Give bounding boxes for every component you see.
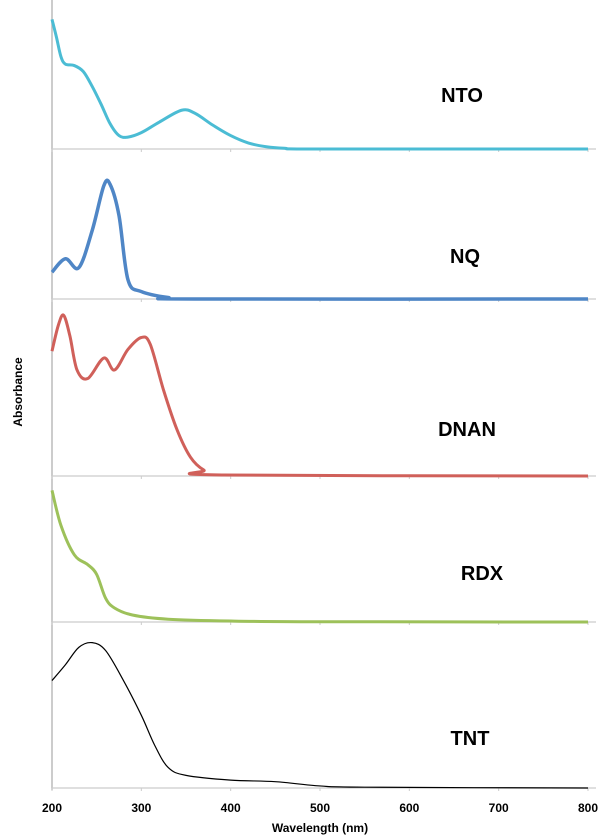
x-axis-label: Wavelength (nm): [272, 821, 368, 835]
series-label-dnan: DNAN: [438, 419, 496, 441]
series-line-tnt: [51, 641, 589, 789]
panel-nq: NQ: [50, 178, 596, 302]
x-tick-label: 200: [42, 801, 62, 815]
series-label-rdx: RDX: [461, 563, 504, 585]
series-label-tnt: TNT: [451, 728, 490, 750]
x-tick-label: 800: [578, 801, 598, 815]
series-line-rdx: [50, 490, 589, 624]
series-line-nto: [50, 19, 589, 151]
panel-nto: NTO: [50, 19, 596, 152]
x-tick-label: 500: [310, 801, 330, 815]
panel-rdx: RDX: [50, 490, 596, 625]
series-line-nq: [50, 178, 589, 301]
series-line-dnan: [50, 313, 589, 478]
x-tick-label: 700: [489, 801, 509, 815]
series-label-nq: NQ: [450, 246, 480, 268]
panel-tnt: TNT: [51, 641, 596, 791]
x-tick-label: 400: [221, 801, 241, 815]
series-label-nto: NTO: [441, 85, 483, 107]
panel-dnan: DNAN: [50, 313, 596, 479]
x-tick-label: 300: [131, 801, 151, 815]
x-tick-label: 600: [399, 801, 419, 815]
y-axis-label: Absorbance: [11, 357, 25, 427]
